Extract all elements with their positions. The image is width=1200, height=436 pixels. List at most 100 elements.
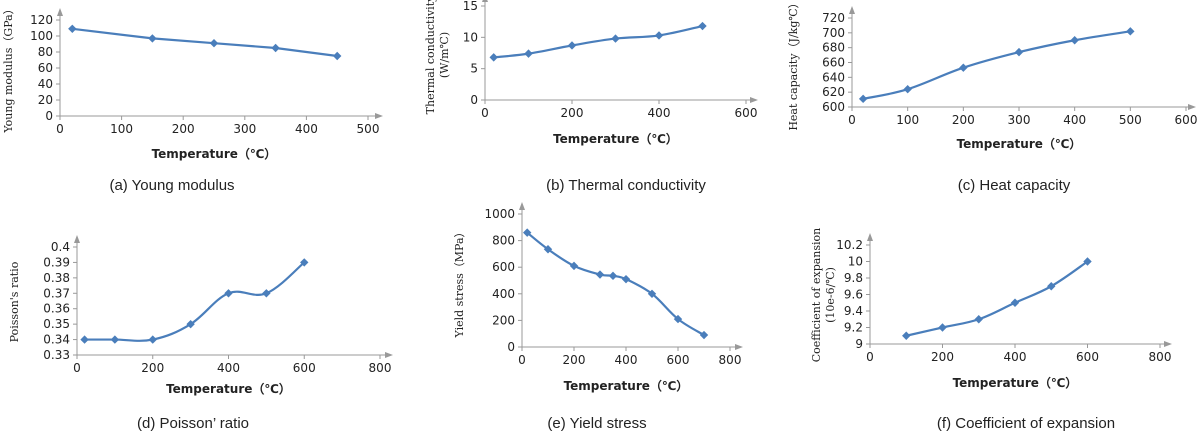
y-axis-arrow [849, 6, 855, 14]
data-point [300, 258, 309, 267]
chart-panel-2: 0 200 400 600 0 5 10 15 Temperature（℃） Thermal co… [424, 0, 758, 194]
y-tick-label: 680 [822, 41, 845, 55]
x-tick-label: 600 [293, 361, 316, 375]
y-axis-arrow [519, 202, 525, 210]
x-axis-label: Temperature（℃） [553, 131, 678, 146]
x-tick-label: 600 [735, 106, 758, 120]
y-tick-label: 9.6 [844, 288, 863, 302]
data-point [608, 271, 618, 281]
data-point [271, 43, 280, 53]
panel-caption: (e) Yield stress [547, 415, 646, 432]
x-tick-label: 400 [648, 106, 671, 120]
y-axis-label: Yield stress（MPa） [453, 226, 466, 338]
y-tick-label: 80 [38, 45, 53, 59]
y-tick-label: 0.35 [43, 317, 70, 331]
y-tick-label: 10.2 [836, 238, 863, 252]
panel-caption: (a) Young modulus [109, 177, 234, 194]
y-axis-label: (W/m℃) [438, 32, 451, 78]
panel-caption: (b) Thermal conductivity [546, 177, 706, 194]
y-tick-label: 10 [463, 30, 478, 44]
y-tick-label: 20 [38, 93, 53, 107]
y-tick-label: 200 [492, 313, 515, 327]
data-point [543, 245, 553, 254]
data-point [1083, 257, 1092, 266]
y-tick-label: 720 [822, 11, 845, 25]
y-tick-label: 0 [45, 109, 53, 123]
y-tick-label: 0.4 [51, 240, 70, 254]
data-point [333, 51, 342, 61]
y-tick-label: 400 [492, 287, 515, 301]
data-point [523, 228, 532, 237]
series-line [906, 260, 1089, 337]
y-axis-arrow [482, 0, 488, 2]
y-axis-arrow [57, 8, 63, 16]
y-axis-label: (10e-6/℃) [824, 267, 837, 323]
data-point [1047, 282, 1056, 291]
x-tick-label: 0 [848, 113, 856, 127]
y-tick-label: 15 [463, 0, 478, 13]
data-point [262, 289, 271, 298]
x-axis-arrow [1188, 104, 1196, 110]
x-tick-label: 0 [518, 353, 526, 367]
x-tick-label: 100 [896, 113, 919, 127]
y-axis-label: Poisson's ratio [8, 261, 21, 342]
x-tick-label: 200 [931, 350, 954, 364]
series-line [84, 261, 305, 342]
y-tick-label: 9.2 [844, 321, 863, 335]
y-tick-label: 9.8 [844, 271, 863, 285]
data-point [110, 335, 120, 344]
x-tick-label: 200 [141, 361, 164, 375]
x-axis-arrow [375, 113, 383, 119]
data-point [858, 94, 868, 104]
data-point [959, 63, 968, 72]
y-tick-label: 100 [30, 29, 53, 43]
y-axis-label: Thermal conductivity [424, 0, 437, 114]
data-point [1014, 47, 1024, 57]
data-point [1070, 36, 1079, 45]
y-tick-label: 10 [848, 255, 863, 269]
y-tick-label: 0.36 [43, 302, 70, 316]
y-tick-label: 0.37 [43, 286, 70, 300]
chart-panel-6: 0 200 400 600 800 9 9.2 9.4 9.6 9.8 10 10.2 Temperat… [810, 228, 1172, 432]
series-line [493, 24, 703, 59]
x-tick-label: 0 [73, 361, 81, 375]
x-tick-label: 400 [1004, 350, 1027, 364]
y-tick-label: 1000 [484, 207, 515, 221]
y-tick-label: 660 [822, 56, 845, 70]
panel-caption: (d) Poisson’ ratio [137, 415, 249, 432]
y-tick-label: 600 [822, 100, 845, 114]
x-tick-label: 400 [615, 353, 638, 367]
data-point [1126, 27, 1135, 36]
data-point [1010, 298, 1020, 307]
data-point [647, 289, 657, 298]
y-axis-label: Coefficient of expansion [810, 228, 823, 363]
y-axis-label: Heat capacity（J/kg℃） [787, 0, 800, 131]
chart-panel-5: 0 200 400 600 800 0 200 400 600 800 1000 Temperatur… [453, 202, 743, 432]
x-axis-label: Temperature（℃） [953, 375, 1078, 390]
x-axis-label: Temperature（℃） [957, 136, 1082, 151]
x-axis-label: Temperature（℃） [152, 146, 277, 161]
data-point [567, 41, 577, 50]
y-tick-label: 40 [38, 77, 53, 91]
data-point [698, 21, 707, 31]
x-tick-label: 300 [1008, 113, 1031, 127]
y-axis-arrow [74, 235, 80, 243]
y-tick-label: 0 [507, 340, 515, 354]
y-tick-label: 0.38 [43, 271, 70, 285]
y-tick-label: 120 [30, 13, 53, 27]
data-point [489, 53, 498, 62]
x-tick-label: 600 [667, 353, 690, 367]
x-tick-label: 200 [563, 353, 586, 367]
data-point [148, 335, 157, 344]
y-tick-label: 640 [822, 70, 845, 84]
chart-panel-1: 0 100 200 300 400 500 0 20 40 60 80 100 120 Temperatu… [2, 3, 383, 194]
data-point [524, 49, 533, 58]
x-tick-label: 0 [481, 106, 489, 120]
x-tick-label: 600 [1076, 350, 1099, 364]
y-tick-label: 0.34 [43, 333, 70, 347]
y-tick-label: 9.4 [844, 304, 863, 318]
series-line [862, 30, 1131, 100]
data-point [209, 39, 219, 48]
data-point [621, 274, 631, 284]
x-tick-label: 800 [719, 353, 742, 367]
